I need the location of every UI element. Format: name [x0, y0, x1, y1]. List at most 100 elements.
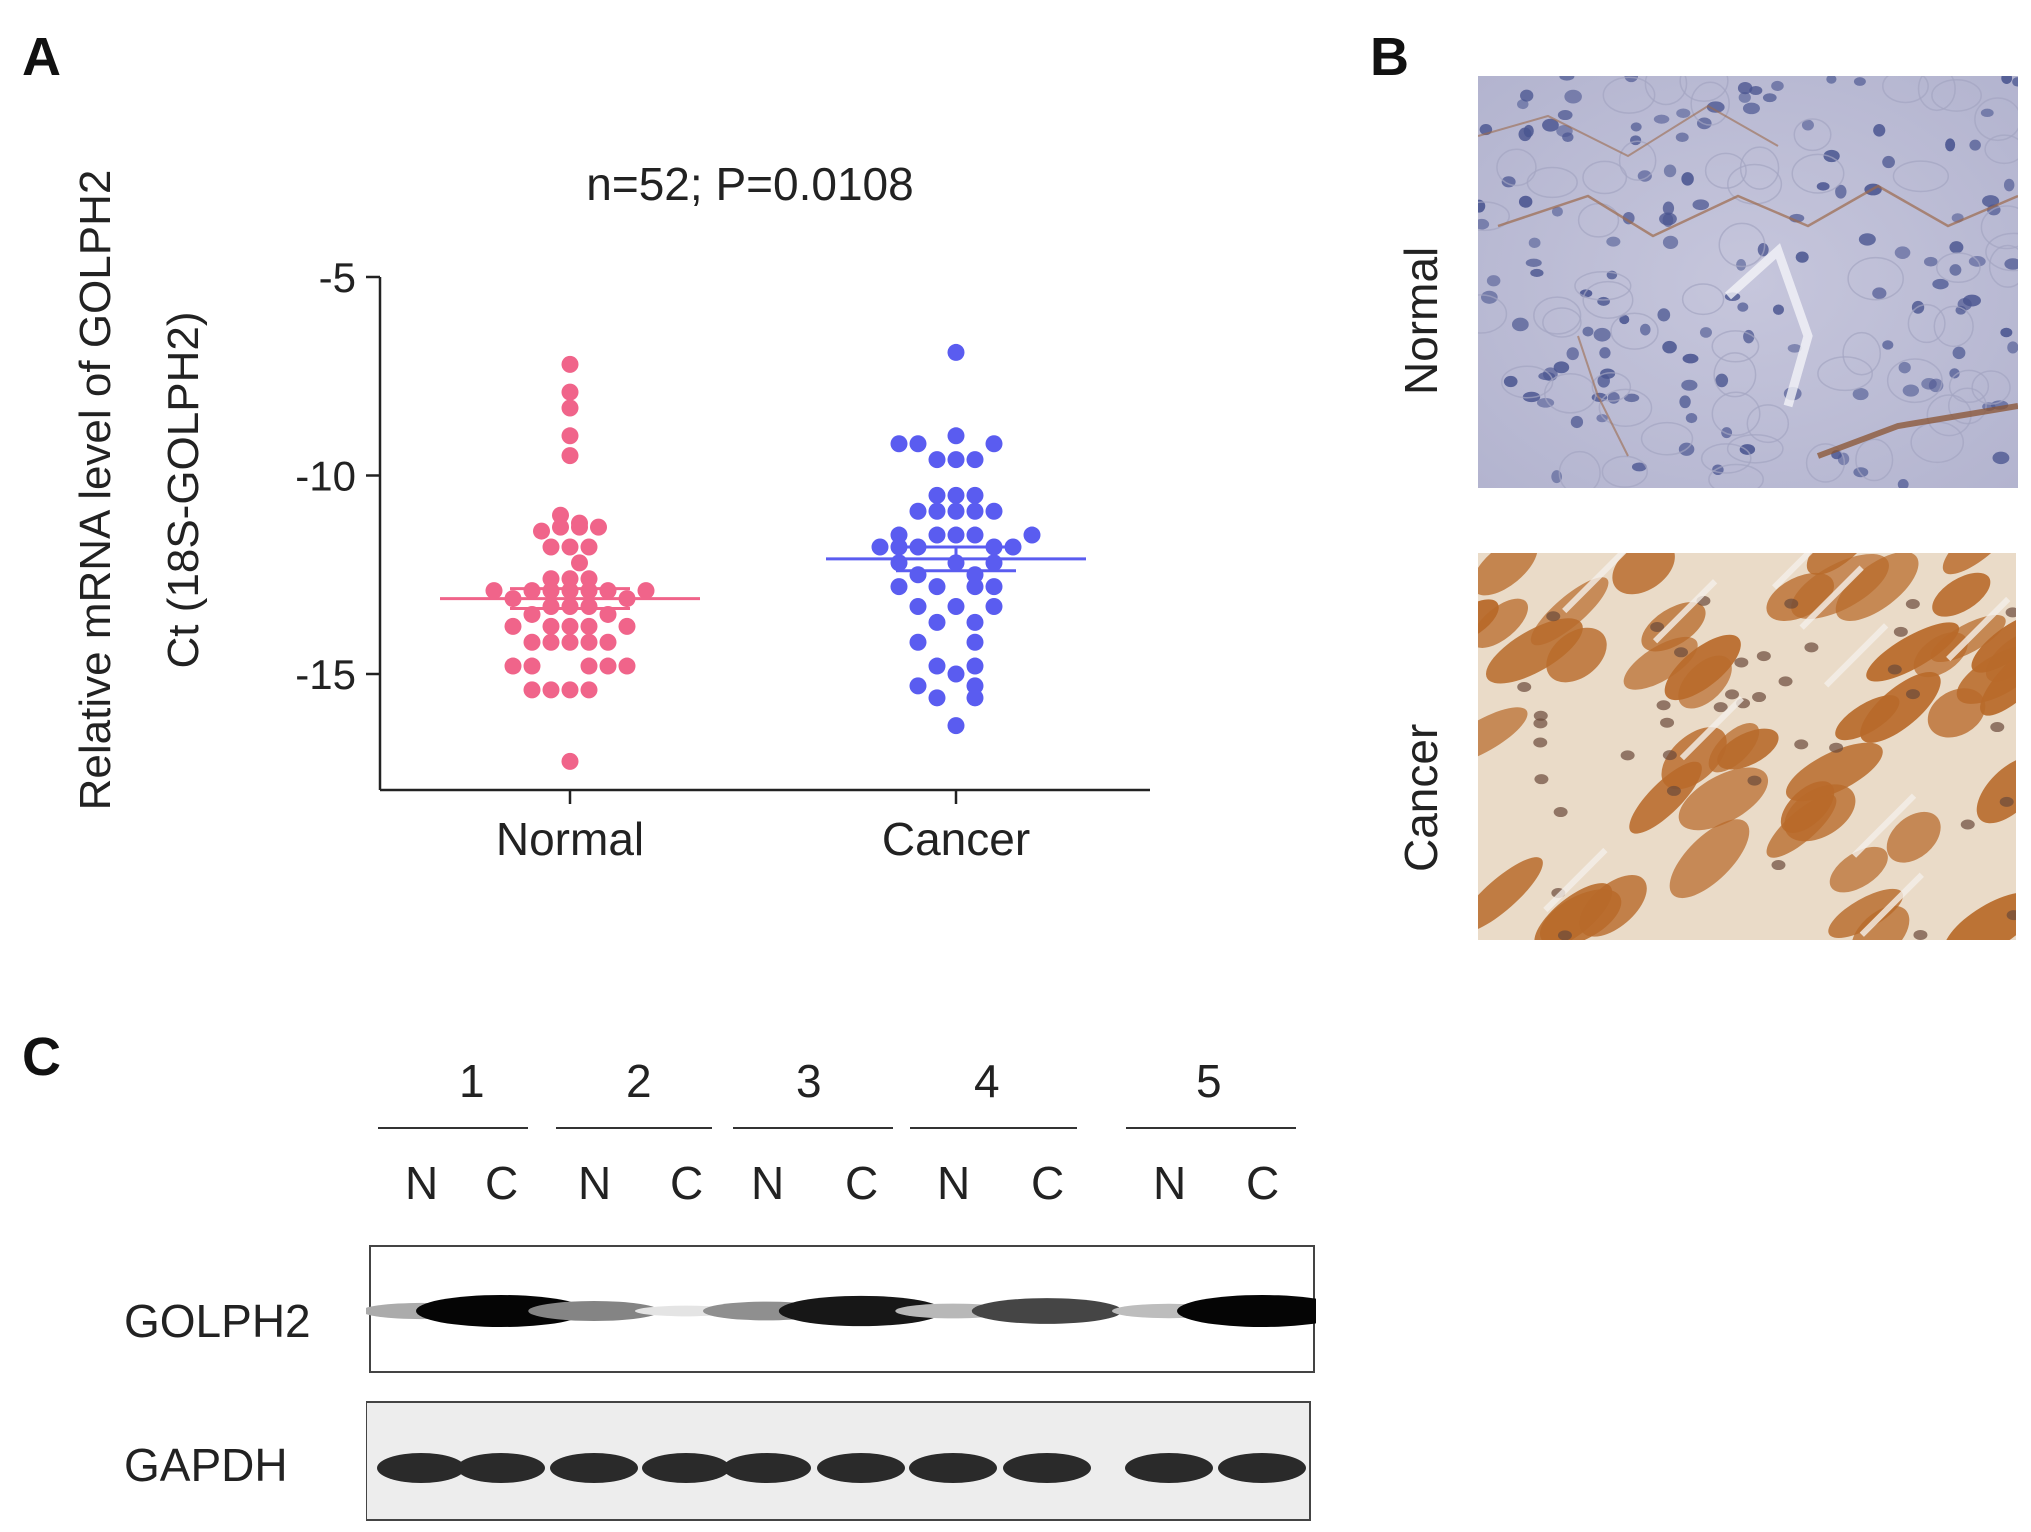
nucleus: [1478, 218, 1490, 230]
cell-outline: [1713, 352, 1757, 398]
data-point-normal: [542, 617, 560, 635]
nucleus: [1905, 599, 1920, 610]
nucleus: [1566, 347, 1579, 361]
cell-outline: [1793, 118, 1832, 152]
data-point-normal: [552, 506, 569, 524]
lane-sub-n-4: N: [937, 1157, 971, 1209]
stroma-gap: [1799, 565, 1864, 630]
stroma-gap: [1772, 553, 1813, 590]
data-point-cancer: [928, 689, 946, 707]
cell-outline: [1711, 391, 1761, 437]
nucleus: [1517, 99, 1529, 110]
tumor-cell: [1579, 875, 1647, 937]
lane-sub-c-5: C: [1246, 1157, 1280, 1209]
nucleus: [1747, 775, 1762, 786]
cell-outline: [1948, 369, 1990, 404]
data-point-cancer: [947, 526, 965, 544]
nucleus: [1990, 722, 2005, 733]
data-point-normal: [561, 617, 579, 635]
nucleus: [1738, 91, 1751, 103]
lane-sub-n-1: N: [405, 1157, 439, 1209]
nucleus: [1503, 375, 1518, 388]
tumor-cell: [1478, 857, 1543, 933]
scatter-chart: n=52; P=0.0108 Relative mRNA level of GO…: [71, 158, 1150, 865]
data-point-normal: [571, 518, 588, 536]
data-marks: [440, 343, 1086, 770]
golph2-bands: [366, 1295, 1316, 1327]
nucleus: [1674, 647, 1689, 658]
nucleus: [1582, 326, 1594, 337]
y-tick-label: -10: [295, 453, 356, 500]
nucleus: [1551, 206, 1563, 217]
data-point-cancer: [928, 451, 946, 469]
cell-outline: [1602, 76, 1656, 114]
data-point-normal: [599, 633, 617, 651]
lane-divider-5: [1126, 1127, 1296, 1129]
lane-sub-n-3: N: [751, 1157, 785, 1209]
tumor-cell: [1942, 553, 2015, 575]
data-point-cancer: [890, 554, 908, 572]
cell-outline: [1533, 296, 1582, 335]
data-point-cancer: [928, 486, 946, 504]
nucleus: [1734, 657, 1749, 668]
nucleus: [1597, 296, 1610, 306]
cell-outline: [1500, 365, 1554, 399]
nucleus: [1681, 172, 1694, 186]
data-point-normal: [523, 657, 541, 675]
data-point-cancer: [966, 633, 984, 651]
nucleus: [1913, 929, 1928, 940]
cell-outline: [1711, 330, 1760, 363]
nucleus: [1982, 195, 2000, 208]
lane-number-1: 1: [459, 1055, 485, 1107]
western-blot-image: [366, 1245, 1316, 1521]
histology-normal-image: [1478, 76, 2018, 488]
cell-outline: [1700, 443, 1752, 474]
data-point-normal: [580, 657, 598, 675]
stroma-gap: [1652, 579, 1718, 644]
nucleus: [1784, 598, 1799, 609]
cell-outline: [1746, 404, 1790, 444]
lane-number-4: 4: [974, 1055, 1000, 1107]
nucleus: [1517, 682, 1532, 693]
nucleus: [1653, 114, 1670, 124]
cell-outline: [1542, 307, 1582, 338]
nucleus: [2005, 607, 2016, 618]
nucleus: [1660, 717, 1675, 728]
cell-outline: [1974, 97, 2018, 142]
tumor-cell: [1612, 553, 1675, 595]
cell-outline: [1478, 294, 1508, 334]
y-tick-label: -5: [319, 254, 356, 301]
nucleus: [1882, 340, 1894, 350]
nucleus: [1623, 393, 1640, 403]
data-point-cancer: [985, 598, 1003, 616]
histology-cancer-image: [1478, 553, 2016, 940]
data-point-cancer: [909, 566, 927, 584]
data-point-normal: [523, 605, 541, 623]
data-point-normal: [533, 522, 550, 540]
lane-divider-1: [378, 1127, 528, 1129]
cell-outline: [1708, 463, 1764, 488]
nucleus: [1873, 124, 1886, 137]
data-point-cancer: [966, 657, 984, 675]
data-point-normal: [580, 598, 598, 616]
nucleus: [1898, 361, 1911, 374]
data-point-normal: [504, 617, 522, 635]
nucleus: [1662, 201, 1675, 215]
nucleus: [1619, 314, 1630, 325]
tumor-cell: [1478, 553, 1538, 596]
data-point-cancer: [890, 526, 908, 544]
cell-outline: [1984, 134, 2018, 165]
nucleus: [1893, 626, 1908, 637]
nucleus: [1742, 102, 1760, 115]
data-point-cancer: [985, 578, 1003, 596]
data-point-cancer: [966, 502, 984, 520]
cell-outline: [1933, 305, 1974, 348]
nucleus: [1897, 479, 1909, 488]
nucleus: [1721, 427, 1733, 439]
cell-outline: [1582, 280, 1634, 320]
stroma-gap: [1824, 623, 1889, 688]
lane-number-5: 5: [1196, 1055, 1222, 1107]
data-point-cancer: [928, 613, 946, 631]
nucleus: [1945, 138, 1956, 152]
nucleus: [1992, 451, 2010, 465]
